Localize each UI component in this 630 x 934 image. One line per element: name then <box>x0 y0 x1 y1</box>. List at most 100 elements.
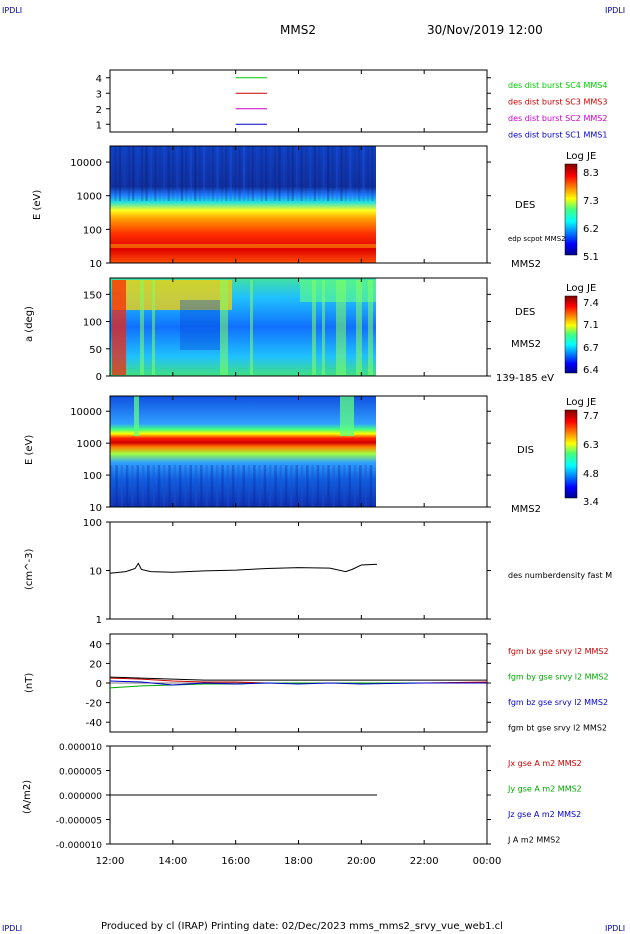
colorbar <box>564 295 578 374</box>
panel-frame <box>109 69 488 133</box>
plot-title: MMS2 <box>280 23 316 37</box>
x-tick-label: 16:00 <box>221 856 250 867</box>
corner-label-tr: IPDLI <box>605 6 625 15</box>
heatmap-column <box>127 146 130 201</box>
panel-frame <box>109 521 488 620</box>
colorbar-dis-energy: Log JE 7.7 6.3 4.8 3.4 <box>564 397 599 508</box>
colorbar-tick: 4.8 <box>583 469 599 480</box>
ylabel-density: (cm^-3) <box>24 549 35 590</box>
y-tick-label: 0 <box>96 679 102 690</box>
heatmap-column <box>238 146 241 201</box>
heatmap-column <box>327 146 330 201</box>
x-tick-label: 18:00 <box>284 856 313 867</box>
heatmap-column <box>247 146 250 201</box>
x-tick-label: 14:00 <box>158 856 187 867</box>
heatmap-column <box>216 465 219 507</box>
heatmap-column <box>231 465 235 507</box>
heatmap-column <box>234 146 237 201</box>
heatmap-column <box>229 146 232 201</box>
y-tick-label: 1000 <box>77 439 102 450</box>
heatmap-column <box>344 146 347 201</box>
heatmap-column <box>136 146 139 201</box>
heatmap-column <box>242 465 245 507</box>
heatmap-patch <box>112 280 232 310</box>
panel-number-density: (cm^-3) 1 10 100 des numberdensity fast M <box>24 518 612 626</box>
heatmap-column <box>123 146 126 201</box>
label-mms2-2: MMS2 <box>511 339 541 350</box>
colorbar-tick: 7.4 <box>583 298 599 309</box>
heatmap-patch <box>112 280 126 375</box>
heatmap-column <box>265 146 268 201</box>
heatmap-column <box>349 146 352 201</box>
legend-entry: fgm bx gse srvy l2 MMS2 <box>508 647 609 656</box>
corner-label-tl: IPDLI <box>2 6 22 15</box>
heatmap-column <box>282 146 285 201</box>
corner-label-bl: IPDLI <box>2 924 22 933</box>
heatmap-column <box>180 146 184 201</box>
heatmap-column <box>358 146 361 201</box>
heatmap-column <box>260 146 263 201</box>
y-tick-label: 50 <box>89 345 102 356</box>
heatmap-column <box>331 146 334 201</box>
heatmap-column <box>120 465 124 507</box>
y-tick-label: 10000 <box>70 158 102 169</box>
heatmap-column <box>247 465 251 507</box>
ylabel-des-energy: E (eV) <box>32 190 43 220</box>
y-tick-label: 100 <box>83 518 102 529</box>
heatmap-column <box>340 396 354 436</box>
y-tick-label: 40 <box>89 640 102 651</box>
y-tick-label: 0.000000 <box>59 792 102 802</box>
heatmap-column <box>163 146 166 201</box>
heatmap-column <box>251 146 254 201</box>
heatmap-column <box>211 146 215 201</box>
heatmap-column <box>335 146 339 201</box>
label-dis: DIS <box>517 445 534 456</box>
colorbar-tick: 7.1 <box>583 320 599 331</box>
heatmap-column <box>226 465 230 507</box>
heatmap-column <box>173 465 177 507</box>
heatmap-column <box>185 146 188 201</box>
heatmap-column <box>269 146 272 201</box>
y-tick-label: 4 <box>96 74 102 85</box>
colorbar-tick: 5.1 <box>583 252 599 263</box>
ylabel-pitch-angle: a (deg) <box>24 306 35 342</box>
heatmap-column <box>198 146 201 201</box>
heatmap-column <box>313 146 316 201</box>
heatmap-column <box>242 146 246 201</box>
label-mms2-1: MMS2 <box>511 259 541 270</box>
panel-magnetic-field: (nT) -40 -20 0 20 40 fgm bx gse srvy l2 MMS2… <box>24 633 609 733</box>
heatmap-column <box>366 146 370 201</box>
legend-entry: fgm by gse srvy l2 MMS2 <box>508 673 609 682</box>
heatmap-column <box>353 146 356 201</box>
panel-current-density: (A/m2) -0.000010 -0.000005 0.000000 0.00000… <box>22 743 582 851</box>
colorbar-tick: 7.7 <box>583 411 599 422</box>
heatmap-column <box>369 465 373 507</box>
colorbar-des-energy: Log JE 8.3 7.3 6.2 5.1 <box>564 151 599 263</box>
heatmap-column <box>216 146 219 201</box>
y-tick-label: -0.000005 <box>56 817 102 827</box>
x-tick-label: 12:00 <box>96 856 125 867</box>
heatmap-column <box>237 465 240 507</box>
heatmap-column <box>189 465 192 507</box>
heatmap-column <box>147 465 150 507</box>
heatmap-column <box>300 465 304 507</box>
panel-des-energy: E (eV) 10 100 1000 10000 DES edp scpot MMS2… <box>32 145 599 270</box>
y-tick-label: 10 <box>89 567 102 578</box>
heatmap-column <box>167 146 170 201</box>
y-tick-label: 1 <box>96 120 102 131</box>
heatmap-column <box>291 146 294 201</box>
heatmap-column <box>152 465 155 507</box>
heatmap-column <box>258 465 261 507</box>
heatmap-column <box>136 465 139 507</box>
heatmap-column <box>327 465 330 507</box>
legend-entry: fgm bt gse srvy l2 MMS2 <box>508 724 607 733</box>
heatmap-column <box>263 465 267 507</box>
heatmap-column <box>140 280 144 375</box>
colorbar <box>564 163 578 256</box>
heatmap-column <box>340 146 343 201</box>
panel-pitch-angle: a (deg) 0 50 100 150 DES MMS2 139-185 eV Lo… <box>24 277 599 384</box>
heatmap-column <box>316 465 320 507</box>
colorbar-title: Log JE <box>566 283 596 294</box>
heatmap-column <box>269 465 272 507</box>
